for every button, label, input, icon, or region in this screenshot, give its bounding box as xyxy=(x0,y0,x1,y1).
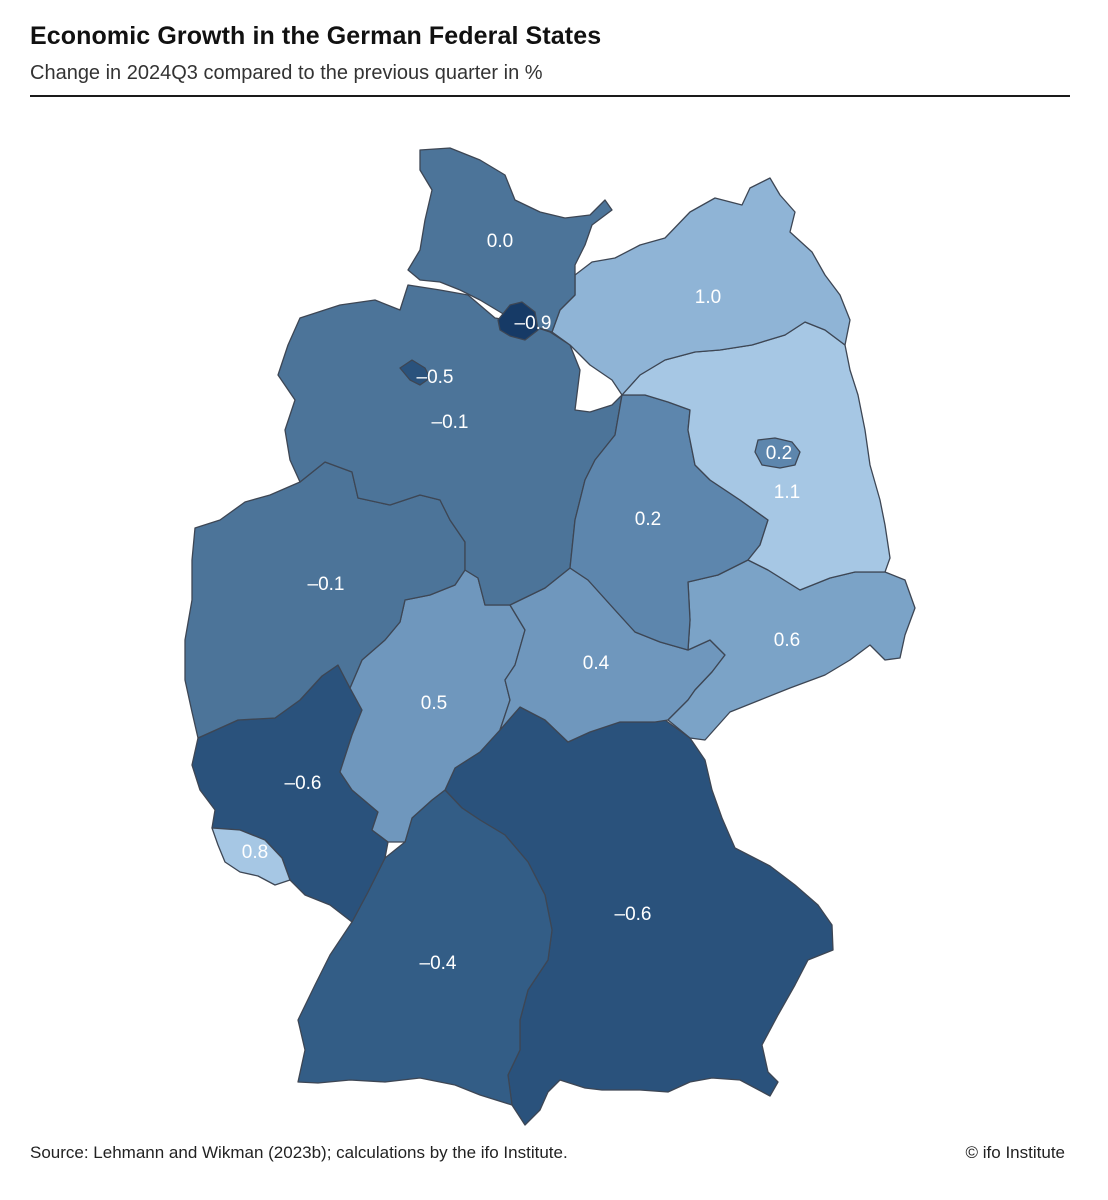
label-schleswig-holstein: 0.0 xyxy=(487,231,513,252)
label-rheinland-pfalz: –0.6 xyxy=(285,773,322,794)
label-berlin: 0.2 xyxy=(766,443,792,464)
copyright-note: © ifo Institute xyxy=(965,1143,1065,1162)
label-saarland: 0.8 xyxy=(242,842,268,863)
label-nordrhein-westfalen: –0.1 xyxy=(308,574,345,595)
region-schleswig-holstein[interactable] xyxy=(407,147,613,333)
label-hamburg: –0.9 xyxy=(515,313,552,334)
title-rule xyxy=(30,95,1070,97)
region-mecklenburg-vorpommern[interactable] xyxy=(551,177,851,396)
region-berlin[interactable] xyxy=(754,437,801,469)
source-note: Source: Lehmann and Wikman (2023b); calc… xyxy=(30,1143,568,1162)
label-niedersachsen: –0.1 xyxy=(432,412,469,433)
label-bayern: –0.6 xyxy=(615,904,652,925)
label-brandenburg: 1.1 xyxy=(774,482,800,503)
label-baden-wuerttemberg: –0.4 xyxy=(420,953,457,974)
region-bremen[interactable] xyxy=(399,359,431,386)
label-hessen: 0.5 xyxy=(421,693,447,714)
label-sachsen-anhalt: 0.2 xyxy=(635,509,661,530)
label-sachsen: 0.6 xyxy=(774,630,800,651)
label-thueringen: 0.4 xyxy=(583,653,610,674)
region-hamburg[interactable] xyxy=(497,301,539,341)
chart-subtitle: Change in 2024Q3 compared to the previou… xyxy=(30,62,543,84)
label-bremen: –0.5 xyxy=(417,367,454,388)
region-saarland[interactable] xyxy=(211,827,291,886)
label-mecklenburg-vorpommern: 1.0 xyxy=(695,287,721,308)
chart-title: Economic Growth in the German Federal St… xyxy=(30,22,602,50)
